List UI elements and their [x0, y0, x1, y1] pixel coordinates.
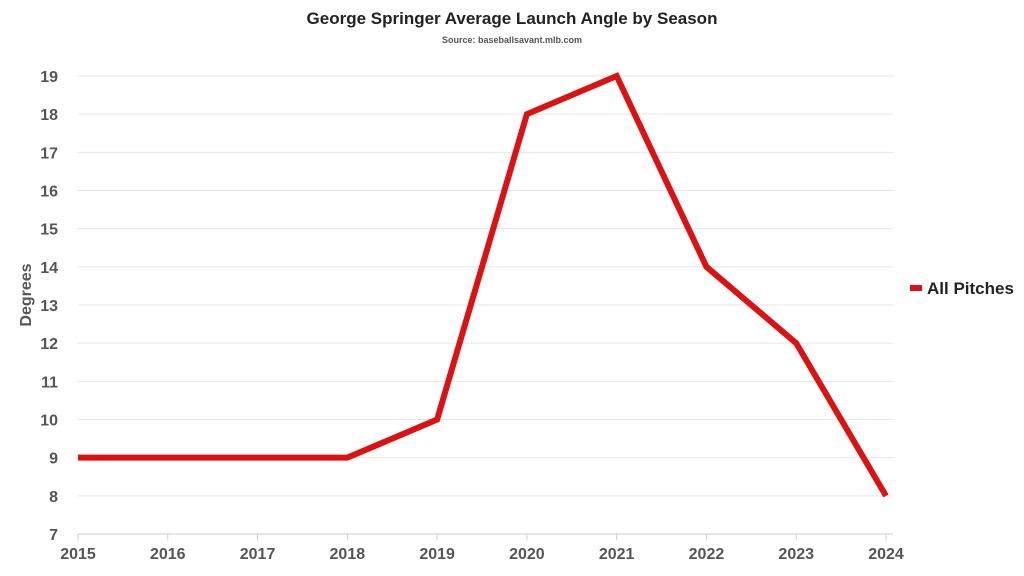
y-tick-label: 15 [40, 222, 58, 239]
y-tick-label: 19 [40, 69, 58, 86]
y-axis-title: Degrees [18, 263, 35, 326]
x-tick-label: 2021 [599, 546, 635, 563]
y-axis-ticks: 7 8 9 10 11 12 13 14 15 16 17 18 19 [40, 69, 58, 544]
x-tick-label: 2016 [150, 546, 186, 563]
chart-title: George Springer Average Launch Angle by … [307, 9, 718, 28]
data-point-2016[interactable] [165, 455, 171, 461]
y-tick-label: 16 [40, 184, 58, 201]
x-tick-label: 2015 [60, 546, 96, 563]
y-tick-label: 7 [49, 527, 58, 544]
x-tick-label: 2018 [330, 546, 366, 563]
x-axis-ticks: 2015 2016 2017 2018 2019 2020 2021 2022 2023 2024 [60, 534, 904, 563]
x-tick-label: 2024 [868, 546, 904, 563]
data-point-2022[interactable] [703, 264, 709, 270]
x-tick-label: 2017 [240, 546, 276, 563]
data-point-2021[interactable] [614, 73, 620, 79]
y-tick-label: 14 [40, 260, 58, 277]
y-tick-label: 8 [49, 489, 58, 506]
data-point-2015[interactable] [75, 455, 81, 461]
x-tick-label: 2019 [419, 546, 455, 563]
x-tick-label: 2020 [509, 546, 545, 563]
y-tick-label: 13 [40, 298, 58, 315]
data-point-2024[interactable] [883, 493, 889, 499]
data-point-2020[interactable] [524, 111, 530, 117]
y-tick-label: 17 [40, 145, 58, 162]
series-lines [75, 72, 889, 499]
x-tick-label: 2023 [778, 546, 814, 563]
y-tick-label: 9 [49, 451, 58, 468]
data-point-2018[interactable] [344, 455, 350, 461]
data-point-2017[interactable] [255, 455, 261, 461]
chart-subtitle: Source: baseballsavant.mlb.com [442, 35, 582, 45]
data-point-2023[interactable] [793, 340, 799, 346]
legend-label[interactable]: All Pitches [927, 279, 1014, 298]
data-point-2019[interactable] [434, 417, 440, 423]
y-tick-label: 12 [40, 336, 58, 353]
legend[interactable]: All Pitches [910, 279, 1014, 298]
gridlines [78, 75, 893, 497]
y-tick-label: 11 [41, 374, 58, 391]
series-line-0[interactable] [78, 72, 889, 498]
y-tick-label: 10 [40, 413, 58, 430]
x-tick-label: 2022 [689, 546, 725, 563]
y-tick-label: 18 [40, 107, 58, 124]
